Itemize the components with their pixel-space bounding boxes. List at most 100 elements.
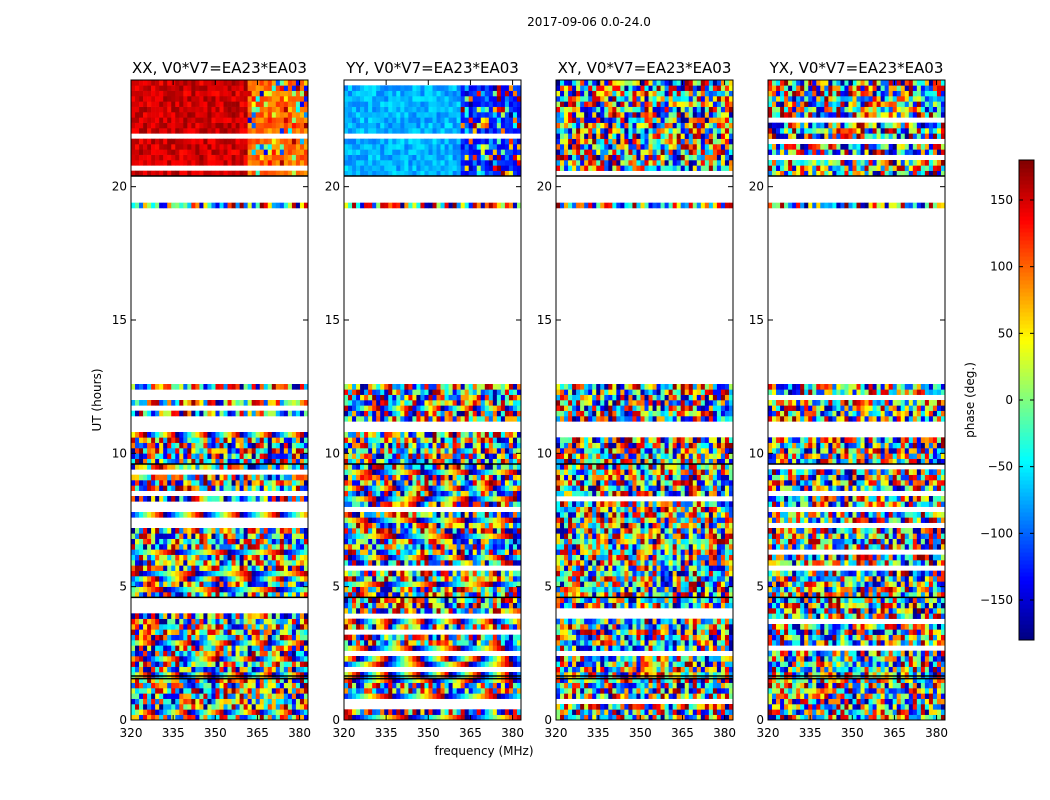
raster-cell: [251, 698, 256, 705]
raster-cell: [155, 709, 160, 715]
raster-cell: [508, 490, 514, 497]
raster-cell: [147, 538, 152, 545]
raster-cell: [400, 656, 405, 662]
raster-cell: [183, 474, 188, 481]
raster-cell: [380, 586, 385, 593]
raster-cell: [223, 96, 228, 102]
raster-cell: [484, 496, 490, 502]
raster-cell: [444, 458, 449, 465]
raster-cell: [468, 709, 474, 715]
raster-cell: [163, 80, 168, 86]
raster-cell: [199, 698, 204, 705]
raster-cell: [476, 528, 482, 534]
raster-cell: [231, 565, 236, 571]
raster-cell: [428, 693, 433, 699]
raster-cell: [388, 714, 393, 721]
raster-cell: [175, 464, 180, 470]
raster-cell: [223, 661, 228, 667]
raster-cell: [255, 442, 261, 449]
raster-cell: [231, 496, 236, 502]
raster-cell: [147, 512, 152, 518]
raster-cell: [191, 128, 196, 134]
raster-cell: [131, 693, 136, 699]
raster-cell: [163, 464, 168, 470]
raster-cell: [131, 453, 136, 459]
raster-cell: [376, 522, 381, 529]
raster-cell: [227, 496, 232, 502]
raster-cell: [384, 709, 389, 715]
raster-cell: [476, 597, 482, 603]
raster-cell: [243, 101, 248, 107]
raster-cell: [440, 640, 445, 646]
raster-cell: [352, 464, 357, 470]
raster-cell: [432, 432, 437, 438]
raster-cell: [235, 149, 240, 155]
raster-cell: [183, 704, 188, 710]
raster-cell: [500, 469, 506, 475]
raster-cell: [255, 533, 261, 539]
raster-cell: [271, 544, 277, 550]
raster-cell: [376, 597, 381, 603]
raster-cell: [183, 448, 188, 454]
raster-cell: [404, 656, 409, 662]
raster-cell: [139, 570, 144, 577]
raster-cell: [400, 586, 405, 593]
raster-cell: [388, 544, 393, 550]
raster-cell: [360, 592, 365, 598]
raster-cell: [187, 570, 192, 577]
raster-cell: [416, 608, 421, 614]
raster-cell: [211, 704, 216, 710]
raster-cell: [219, 458, 224, 465]
raster-cell: [456, 496, 461, 502]
raster-cell: [396, 682, 401, 689]
raster-cell: [147, 624, 152, 630]
raster-cell: [432, 656, 437, 662]
raster-cell: [500, 618, 506, 625]
raster-cell: [480, 608, 486, 614]
raster-cell: [259, 672, 265, 678]
raster-cell: [155, 85, 160, 91]
raster-cell: [388, 432, 393, 438]
raster-cell: [444, 464, 449, 470]
raster-cell: [500, 533, 506, 539]
raster-cell: [456, 538, 461, 545]
raster-cell: [183, 453, 188, 459]
raster-cell: [263, 144, 269, 150]
raster-cell: [167, 629, 172, 635]
raster-cell: [396, 490, 401, 497]
raster-cell: [283, 538, 289, 545]
raster-cell: [207, 432, 212, 438]
raster-cell: [516, 634, 522, 641]
raster-cell: [468, 490, 474, 497]
raster-cell: [404, 624, 409, 630]
raster-cell: [299, 512, 305, 518]
raster-cell: [456, 634, 461, 641]
raster-cell: [275, 112, 281, 118]
raster-cell: [155, 453, 160, 459]
raster-cell: [247, 80, 252, 86]
raster-cell: [175, 149, 180, 155]
raster-cell: [444, 442, 449, 449]
raster-cell: [259, 618, 265, 625]
raster-cell: [247, 650, 252, 657]
raster-cell: [468, 592, 474, 598]
raster-cell: [215, 592, 220, 598]
raster-cell: [432, 618, 437, 625]
raster-cell: [267, 442, 273, 449]
raster-cell: [143, 144, 148, 150]
raster-cell: [175, 624, 180, 630]
raster-cell: [155, 474, 160, 481]
raster-cell: [135, 549, 140, 555]
raster-cell: [187, 512, 192, 518]
raster-cell: [275, 672, 281, 678]
raster-cell: [255, 560, 261, 566]
raster-cell: [235, 474, 240, 481]
raster-cell: [476, 490, 482, 497]
raster-cell: [159, 96, 164, 102]
raster-cell: [428, 458, 433, 465]
raster-cell: [279, 704, 285, 710]
raster-cell: [231, 80, 236, 86]
raster-cell: [416, 714, 421, 721]
raster-cell: [440, 586, 445, 593]
